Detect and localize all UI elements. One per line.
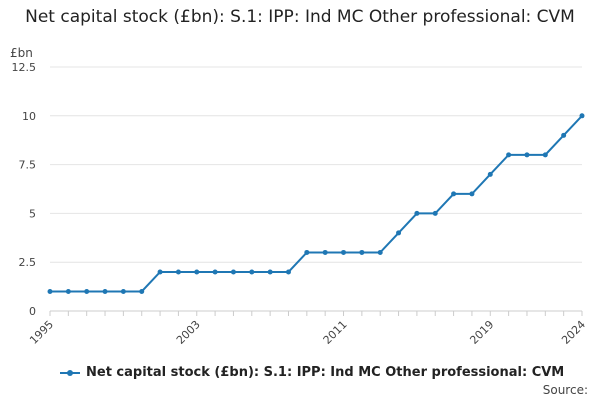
data-point xyxy=(120,288,126,294)
y-tick-label: 2.5 xyxy=(19,256,37,269)
data-point xyxy=(396,230,402,236)
data-point xyxy=(432,210,438,216)
data-point xyxy=(212,269,218,275)
y-axis-label: £bn xyxy=(10,46,33,60)
data-point xyxy=(230,269,236,275)
data-point xyxy=(469,191,475,197)
data-point xyxy=(451,191,457,197)
data-point xyxy=(579,113,585,119)
y-tick-label: 10 xyxy=(22,110,36,123)
y-tick-label: 0 xyxy=(29,305,36,318)
data-point xyxy=(139,288,145,294)
data-point xyxy=(524,152,530,158)
gridlines xyxy=(50,66,582,312)
data-point xyxy=(542,152,548,158)
x-tick-label: 2003 xyxy=(174,318,203,347)
data-point xyxy=(102,288,108,294)
data-point xyxy=(65,288,71,294)
y-tick-label: 5 xyxy=(29,207,36,220)
y-tick-label: 7.5 xyxy=(19,159,37,172)
data-point xyxy=(341,249,347,255)
data-point xyxy=(194,269,200,275)
data-point xyxy=(47,288,53,294)
y-tick-label: 12.5 xyxy=(12,61,37,74)
data-point xyxy=(84,288,90,294)
x-tick-label: 2011 xyxy=(321,318,350,347)
data-point xyxy=(487,171,493,177)
data-point xyxy=(414,210,420,216)
data-point xyxy=(561,132,567,138)
data-point xyxy=(175,269,181,275)
source-label: Source: xyxy=(542,383,588,397)
x-tick-label: 2019 xyxy=(467,318,496,347)
series-layer xyxy=(47,113,585,294)
data-point xyxy=(377,249,383,255)
legend: Net capital stock (£bn): S.1: IPP: Ind M… xyxy=(60,365,564,380)
data-point xyxy=(157,269,163,275)
data-point xyxy=(506,152,512,158)
legend-swatch-icon xyxy=(60,369,80,376)
data-point xyxy=(267,269,273,275)
series-line xyxy=(50,115,583,293)
x-tick-label: 2024 xyxy=(559,318,588,347)
axes: £bn 0 2.5 5 7.5 10 12.5 1995 2003 2011 2019 2024 xyxy=(10,46,588,347)
data-point xyxy=(249,269,255,275)
data-point xyxy=(359,249,365,255)
data-point xyxy=(285,269,291,275)
chart-title: Net capital stock (£bn): S.1: IPP: Ind M… xyxy=(25,7,575,27)
legend-label: Net capital stock (£bn): S.1: IPP: Ind M… xyxy=(86,365,565,380)
x-tick-label: 1995 xyxy=(27,318,56,347)
data-point xyxy=(304,249,310,255)
data-point xyxy=(322,249,328,255)
